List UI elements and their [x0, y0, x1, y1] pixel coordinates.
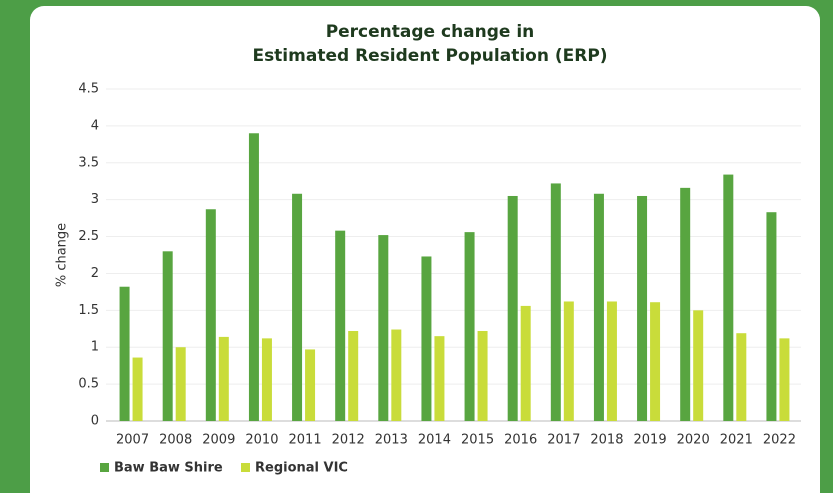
- bar: [520, 305, 531, 421]
- bar: [348, 330, 359, 421]
- bar: [736, 333, 747, 421]
- x-tick-label: 2014: [418, 433, 451, 448]
- bar: [550, 183, 561, 421]
- x-tick-label: 2009: [202, 433, 235, 448]
- y-tick-label: 2: [91, 266, 99, 281]
- bar: [766, 212, 777, 421]
- y-tick-label: 0: [91, 414, 99, 429]
- bar: [261, 338, 272, 421]
- bar: [305, 349, 316, 421]
- x-tick-label: 2020: [677, 433, 710, 448]
- x-tick-label: 2022: [763, 433, 796, 448]
- x-tick-label: 2013: [375, 433, 408, 448]
- legend-swatch: [100, 463, 109, 472]
- bar: [421, 256, 432, 421]
- bar: [779, 338, 790, 421]
- bar: [507, 195, 518, 421]
- bar: [248, 133, 259, 421]
- bar: [378, 235, 389, 421]
- bar: [218, 336, 229, 421]
- y-tick-label: 2.5: [78, 229, 99, 244]
- legend-swatch: [241, 463, 250, 472]
- x-tick-label: 2007: [116, 433, 149, 448]
- x-tick-label: 2015: [461, 433, 494, 448]
- bar: [162, 251, 173, 421]
- chart-title: Percentage change in: [326, 22, 535, 42]
- x-tick-label: 2021: [720, 433, 753, 448]
- chart-title: Estimated Resident Population (ERP): [252, 46, 607, 66]
- bar: [593, 193, 604, 421]
- legend-label: Baw Baw Shire: [114, 461, 223, 476]
- x-tick-label: 2016: [504, 433, 537, 448]
- x-tick-label: 2018: [590, 433, 623, 448]
- bar: [693, 310, 704, 421]
- y-tick-label: 0.5: [78, 377, 99, 392]
- x-tick-label: 2012: [332, 433, 365, 448]
- y-tick-label: 1: [91, 340, 99, 355]
- bar: [434, 336, 445, 421]
- bar: [292, 193, 303, 421]
- bar: [563, 301, 574, 421]
- x-tick-label: 2017: [547, 433, 580, 448]
- y-tick-label: 3: [91, 192, 99, 207]
- y-tick-label: 1.5: [78, 303, 99, 318]
- x-tick-label: 2011: [289, 433, 322, 448]
- bar: [606, 301, 617, 421]
- x-tick-label: 2008: [159, 433, 192, 448]
- bar: [464, 232, 475, 421]
- x-tick-label: 2019: [634, 433, 667, 448]
- bar: [723, 174, 734, 421]
- bar: [391, 329, 402, 421]
- bar: [175, 347, 186, 421]
- bar: [132, 357, 143, 421]
- y-tick-label: 4.5: [78, 82, 99, 97]
- y-tick-label: 4: [91, 118, 99, 133]
- y-tick-label: 3.5: [78, 155, 99, 170]
- y-axis-label: % change: [55, 223, 70, 287]
- bar: [335, 230, 346, 421]
- bar: [477, 330, 488, 421]
- bar: [119, 286, 130, 421]
- legend-label: Regional VIC: [255, 461, 348, 476]
- bar: [650, 302, 661, 421]
- x-tick-label: 2010: [245, 433, 278, 448]
- bar: [205, 209, 216, 421]
- bar: [680, 187, 691, 421]
- bar: [637, 195, 648, 421]
